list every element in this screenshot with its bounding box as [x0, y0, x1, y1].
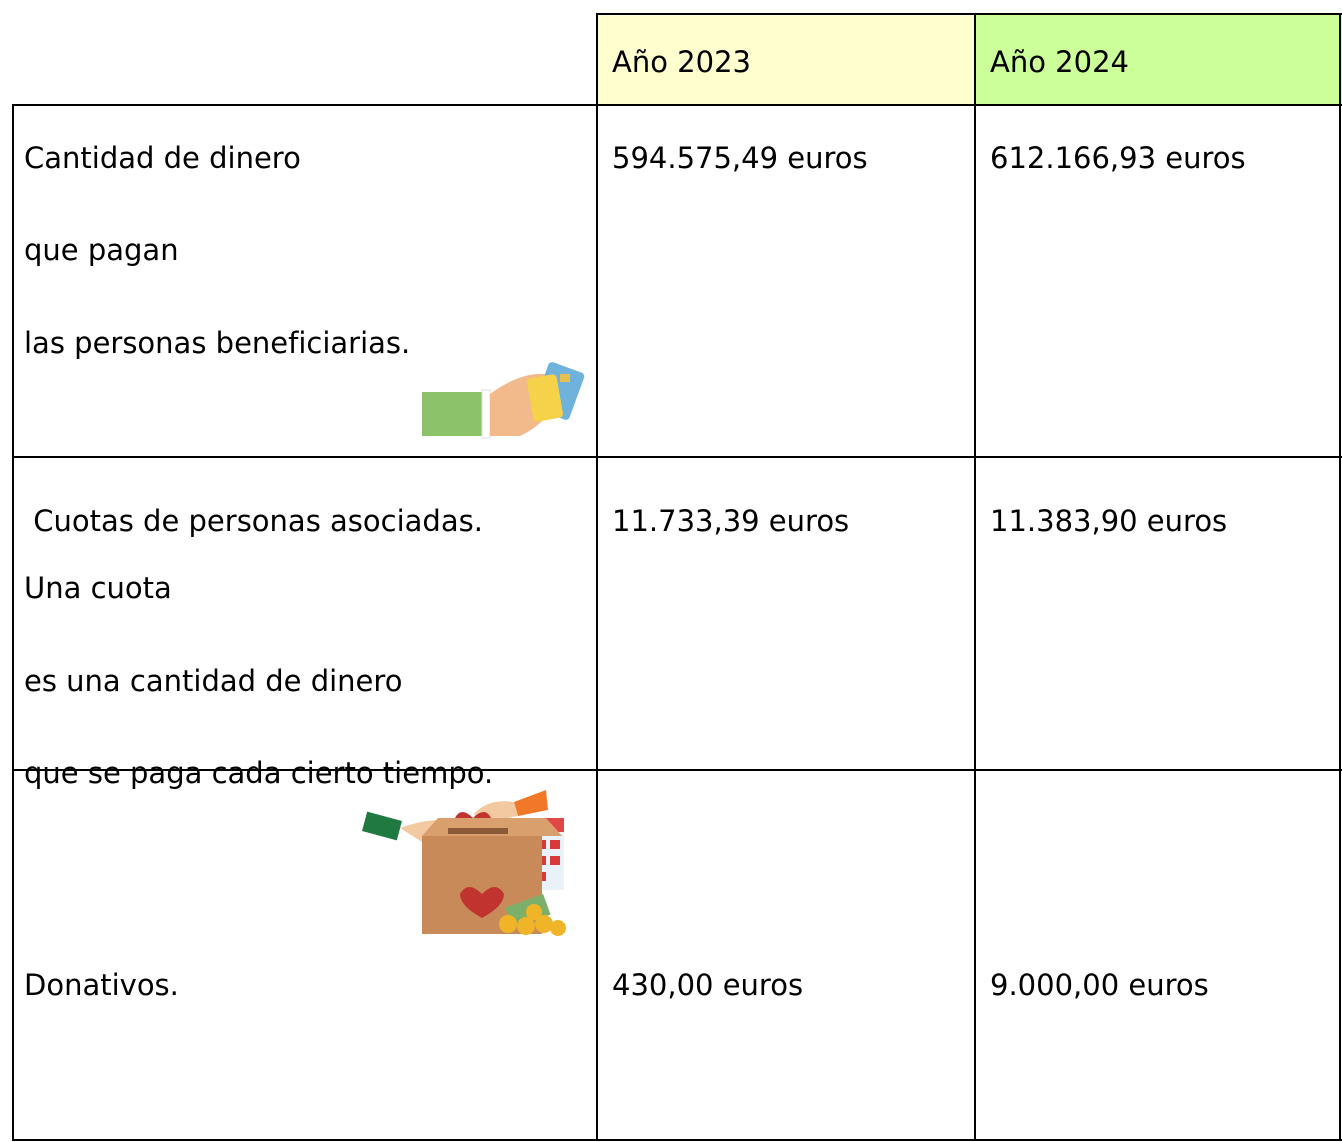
cell-value: 430,00 euros [612, 965, 803, 1005]
border [12, 104, 1342, 106]
border [597, 13, 1342, 15]
row-label: que pagan [24, 230, 179, 270]
cell-value: 594.575,49 euros [612, 138, 868, 178]
row-label: Cantidad de dinero [24, 138, 301, 178]
border [1339, 13, 1341, 1141]
page: Año 2023 Año 2024 Cantidad de dinero que… [0, 0, 1342, 1142]
row-label: Donativos. [24, 965, 179, 1005]
border [974, 13, 976, 1141]
row-label: Cuotas de personas asociadas. [24, 501, 483, 541]
cell-value: 11.733,39 euros [612, 501, 849, 541]
border [596, 13, 598, 1141]
row-label: Una cuota [24, 568, 172, 608]
border [12, 104, 14, 1141]
card-payment-icon [420, 362, 585, 440]
cell-value: 9.000,00 euros [990, 965, 1209, 1005]
border [12, 1139, 1342, 1141]
border [12, 456, 1342, 458]
header-cell: Año 2024 [990, 42, 1129, 82]
cell-value: 11.383,90 euros [990, 501, 1227, 541]
header-cell: Año 2023 [612, 42, 751, 82]
cell-value: 612.166,93 euros [990, 138, 1246, 178]
row-label: las personas beneficiarias. [24, 323, 410, 363]
row-label: que se paga cada cierto tiempo. [24, 753, 493, 793]
donation-box-icon [418, 788, 568, 938]
row-label: es una cantidad de dinero [24, 661, 402, 701]
